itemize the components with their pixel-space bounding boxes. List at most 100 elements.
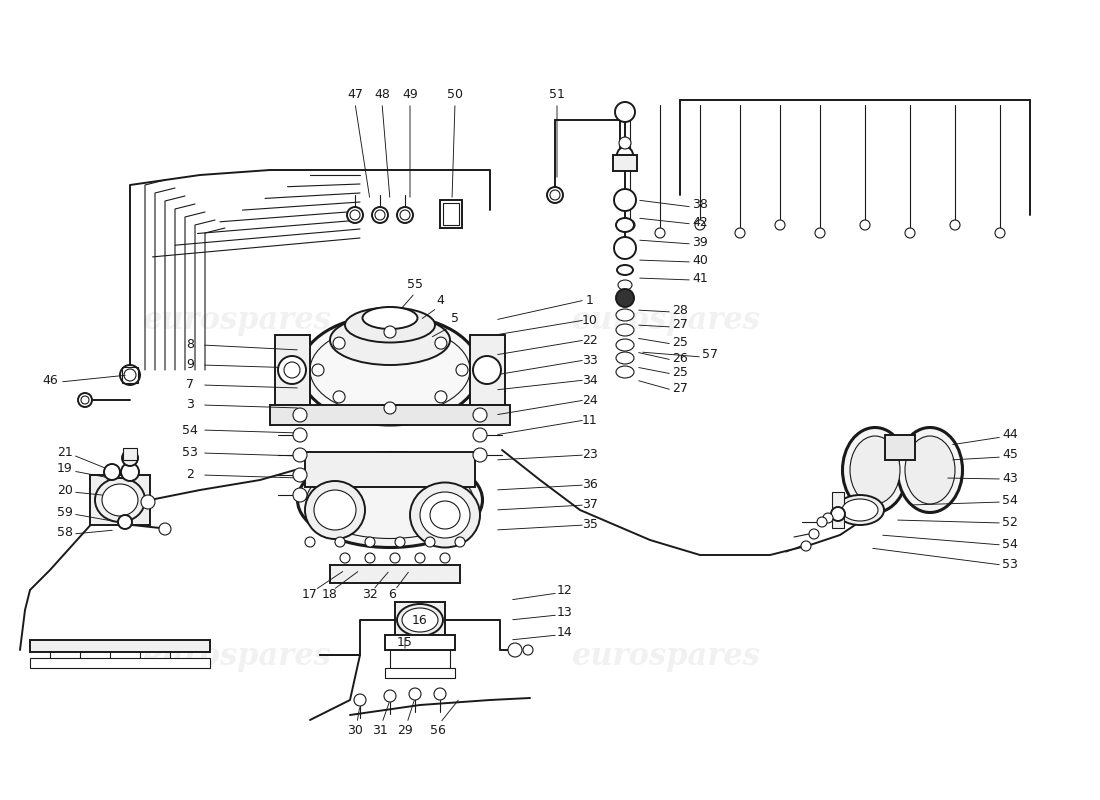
Ellipse shape [420, 492, 470, 538]
Text: 58: 58 [57, 526, 73, 538]
Ellipse shape [842, 499, 878, 521]
Ellipse shape [616, 324, 634, 336]
Ellipse shape [836, 495, 884, 525]
Bar [440, 200, 462, 228]
Circle shape [333, 337, 345, 349]
Text: 53: 53 [183, 446, 198, 459]
Text: 8: 8 [186, 338, 194, 351]
Circle shape [365, 553, 375, 563]
Text: 49: 49 [403, 89, 418, 102]
Text: 46: 46 [42, 374, 58, 386]
Text: eurospares: eurospares [143, 641, 332, 671]
Circle shape [615, 102, 635, 122]
Circle shape [830, 507, 845, 521]
Ellipse shape [297, 453, 483, 547]
Text: 53: 53 [1002, 558, 1018, 570]
Circle shape [384, 326, 396, 338]
Ellipse shape [617, 265, 632, 275]
Circle shape [365, 537, 375, 547]
Ellipse shape [284, 362, 300, 378]
Circle shape [409, 688, 421, 700]
Text: 21: 21 [57, 446, 73, 458]
Text: 25: 25 [672, 366, 688, 378]
Text: 6: 6 [388, 589, 396, 602]
Text: 37: 37 [582, 498, 598, 511]
Text: 54: 54 [183, 423, 198, 437]
Ellipse shape [614, 189, 636, 211]
Text: 44: 44 [1002, 429, 1018, 442]
Circle shape [141, 495, 155, 509]
Text: 13: 13 [557, 606, 573, 618]
Ellipse shape [300, 315, 480, 425]
Circle shape [293, 488, 307, 502]
Text: 17: 17 [302, 589, 318, 602]
Circle shape [456, 364, 468, 376]
Circle shape [617, 147, 632, 163]
Text: 32: 32 [362, 589, 378, 602]
Text: 4: 4 [436, 294, 444, 306]
Bar [385, 668, 455, 678]
Text: 47: 47 [348, 89, 363, 102]
Bar [275, 335, 310, 405]
Circle shape [340, 553, 350, 563]
Bar [30, 640, 210, 652]
Bar [30, 658, 210, 668]
Circle shape [120, 365, 140, 385]
Ellipse shape [616, 352, 634, 364]
Text: 1: 1 [586, 294, 594, 306]
Text: 41: 41 [692, 271, 708, 285]
Ellipse shape [363, 307, 418, 329]
Circle shape [695, 220, 705, 230]
Circle shape [473, 448, 487, 462]
Text: 31: 31 [372, 723, 388, 737]
Text: 43: 43 [1002, 471, 1018, 485]
Text: eurospares: eurospares [143, 305, 332, 335]
Circle shape [354, 694, 366, 706]
Circle shape [390, 553, 400, 563]
Text: 54: 54 [1002, 494, 1018, 506]
Circle shape [508, 643, 522, 657]
Bar [330, 565, 460, 583]
Text: 14: 14 [557, 626, 573, 638]
Circle shape [395, 537, 405, 547]
Text: 33: 33 [582, 354, 598, 366]
Text: 48: 48 [374, 89, 389, 102]
Circle shape [350, 210, 360, 220]
Ellipse shape [898, 427, 962, 513]
Circle shape [616, 289, 634, 307]
Circle shape [522, 645, 534, 655]
Text: 45: 45 [1002, 449, 1018, 462]
Circle shape [808, 529, 820, 539]
Circle shape [78, 393, 92, 407]
Bar [90, 475, 150, 525]
Circle shape [293, 448, 307, 462]
Text: 59: 59 [57, 506, 73, 518]
Ellipse shape [397, 604, 443, 636]
Text: 19: 19 [57, 462, 73, 474]
Text: 55: 55 [407, 278, 424, 291]
Circle shape [293, 468, 307, 482]
Ellipse shape [95, 478, 145, 522]
Circle shape [815, 228, 825, 238]
Circle shape [81, 396, 89, 404]
Circle shape [312, 364, 324, 376]
Circle shape [776, 220, 785, 230]
Circle shape [434, 391, 447, 403]
Bar [470, 335, 505, 405]
Text: 24: 24 [582, 394, 598, 406]
Text: 34: 34 [582, 374, 598, 386]
Text: eurospares: eurospares [572, 305, 761, 335]
Text: 38: 38 [692, 198, 708, 211]
Circle shape [375, 210, 385, 220]
Ellipse shape [430, 501, 460, 529]
Text: 57: 57 [702, 349, 718, 362]
Ellipse shape [102, 484, 138, 516]
Bar [832, 492, 844, 528]
Circle shape [336, 537, 345, 547]
Text: 28: 28 [672, 303, 688, 317]
Text: 12: 12 [557, 583, 573, 597]
Circle shape [122, 450, 138, 466]
Circle shape [625, 220, 635, 230]
Circle shape [121, 463, 139, 481]
Ellipse shape [614, 237, 636, 259]
